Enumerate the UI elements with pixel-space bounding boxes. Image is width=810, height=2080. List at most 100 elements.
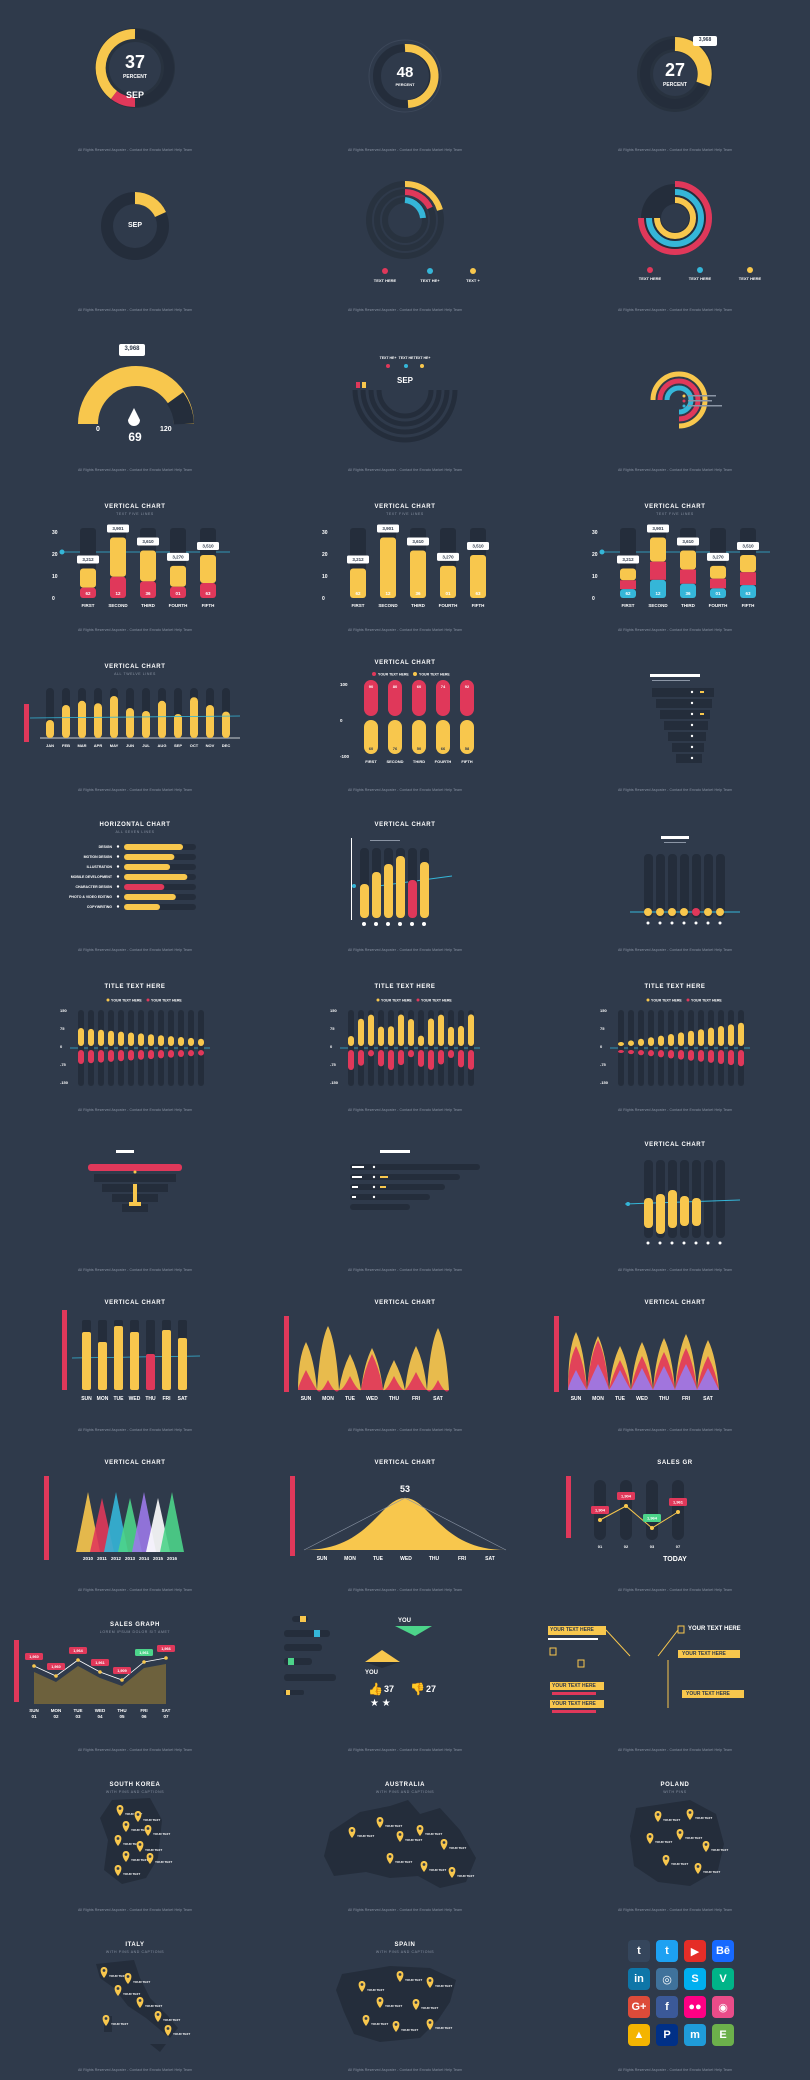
pin-caption: YOUR TEXT bbox=[163, 2018, 180, 2022]
area-series bbox=[568, 1340, 740, 1390]
today-label: TODAY bbox=[663, 1556, 687, 1563]
footer-note: All Rights Reserved Asposter - Contact t… bbox=[347, 148, 463, 152]
flickr-icon[interactable]: ●● bbox=[684, 1996, 706, 2018]
year-label: 2015 bbox=[153, 1556, 164, 1561]
row-dot bbox=[116, 845, 120, 848]
category-label: FOURTH bbox=[435, 759, 452, 764]
instagram-icon[interactable]: ◎ bbox=[656, 1968, 678, 1990]
thumbs-up-icon[interactable]: 👍 bbox=[368, 1682, 383, 1696]
youtube-icon[interactable]: ▶ bbox=[684, 1940, 706, 1962]
vine-icon[interactable]: V bbox=[712, 1968, 734, 1990]
dot-chart: All Rights Reserved Asposter - Contact t… bbox=[540, 800, 810, 960]
chart-title: VERTICAL CHART bbox=[374, 822, 436, 828]
y-tick-label: 150 bbox=[60, 1008, 67, 1013]
map-pin-hole bbox=[688, 1811, 692, 1814]
tumblr-icon[interactable]: t bbox=[628, 1940, 650, 1962]
row-label: ILLUSTRATION bbox=[87, 865, 113, 869]
monthly-chart: VERTICAL CHART ALL TWELVE LINES JAN FEB MA… bbox=[0, 640, 270, 800]
paypal-icon[interactable]: P bbox=[656, 2024, 678, 2046]
bar-track bbox=[458, 1010, 464, 1086]
x-label: 02 bbox=[624, 1544, 629, 1549]
bar bbox=[78, 700, 86, 738]
bar-positive bbox=[398, 1014, 404, 1046]
evernote-icon[interactable]: E bbox=[712, 2024, 734, 2046]
donut-chart-1: 37 PERCENT SEP All Rights Reserved Aspos… bbox=[0, 0, 270, 160]
value-badge-label: 3,270 bbox=[712, 554, 724, 559]
footer-note: All Rights Reserved Asposter - Contact t… bbox=[617, 468, 733, 472]
google-drive-icon[interactable]: ▲ bbox=[628, 2024, 650, 2046]
footer-note: All Rights Reserved Asposter - Contact t… bbox=[347, 788, 463, 792]
bar bbox=[124, 894, 176, 900]
legend-dot bbox=[106, 998, 110, 1002]
row-label: PHOTO & VIDEO EDITING bbox=[69, 895, 112, 899]
bar-segment bbox=[650, 579, 666, 598]
value-badge bbox=[669, 1498, 687, 1506]
map-pin-icon bbox=[376, 1997, 384, 2008]
bar bbox=[126, 708, 134, 738]
bar-track bbox=[158, 1010, 164, 1086]
month-label: APR bbox=[94, 743, 103, 748]
google-plus-icon[interactable]: G+ bbox=[628, 1996, 650, 2018]
legend-1: TEXT HERE bbox=[373, 278, 397, 283]
bar-positive bbox=[108, 1030, 114, 1046]
bar-positive bbox=[388, 1026, 394, 1046]
bar bbox=[410, 550, 426, 598]
map-pin-icon bbox=[412, 1999, 420, 2010]
behance-icon[interactable]: Bē bbox=[712, 1940, 734, 1962]
bar-positive bbox=[658, 1035, 664, 1046]
bar-track bbox=[198, 1010, 204, 1086]
linkedin-icon[interactable]: in bbox=[628, 1968, 650, 1990]
bar-negative bbox=[658, 1050, 664, 1058]
bar-bottom-value: 58 bbox=[465, 746, 470, 751]
day-label: MON bbox=[51, 1708, 62, 1713]
chart-subtitle: TEXT FIVE LINES bbox=[116, 512, 154, 516]
gauge-chart: 3,968 0 120 69 All Rights Reserved Aspos… bbox=[0, 320, 270, 480]
chart-title: SALES GR bbox=[657, 1460, 693, 1466]
map-title: SPAIN bbox=[394, 1942, 416, 1948]
axis-bar bbox=[290, 1476, 295, 1556]
day-label: SUN bbox=[571, 1396, 582, 1402]
bar-positive bbox=[428, 1018, 434, 1046]
value-badge-label: 1,960 bbox=[51, 1665, 61, 1669]
bar-segment bbox=[170, 586, 186, 598]
pin-caption: YOUR TEXT bbox=[405, 1978, 422, 1982]
row-dot bbox=[116, 875, 120, 878]
donut-chart-3: 3,968 27 PERCENT All Rights Reserved Asp… bbox=[540, 0, 810, 160]
map-pin-icon bbox=[144, 1825, 152, 1836]
gauge-min: 0 bbox=[96, 426, 100, 433]
footer-note: All Rights Reserved Asposter - Contact t… bbox=[347, 1428, 463, 1432]
myspace-icon[interactable]: m bbox=[684, 2024, 706, 2046]
map-pin-hole bbox=[138, 1843, 142, 1846]
inner-value: 63 bbox=[205, 591, 211, 596]
facebook-icon[interactable]: f bbox=[656, 1996, 678, 2018]
half-arcs-chart: TEXT HE+ TEXT HE TEXT HE+ SEP All Rights… bbox=[270, 320, 540, 480]
twitter-icon[interactable]: t bbox=[656, 1940, 678, 1962]
skype-icon[interactable]: S bbox=[684, 1968, 706, 1990]
footer-note: All Rights Reserved Asposter - Contact t… bbox=[617, 308, 733, 312]
text-callouts: YOUR TEXT HERE YOUR TEXT HERE YOUR TEXT … bbox=[540, 1600, 810, 1760]
bar-track bbox=[78, 1010, 84, 1086]
thumbs-down-icon[interactable]: 👎 bbox=[410, 1682, 425, 1696]
bar-negative bbox=[428, 1050, 434, 1070]
map-pin-icon bbox=[136, 1841, 144, 1852]
map-pin-hole bbox=[118, 1807, 122, 1810]
bar-positive bbox=[138, 1033, 144, 1046]
bar-track bbox=[638, 1010, 644, 1086]
diverging-chart-1: TITLE TEXT HERE YOUR TEXT HERE YOUR TEXT … bbox=[0, 960, 270, 1120]
dribbble-icon[interactable]: ◉ bbox=[712, 1996, 734, 2018]
row-dot bbox=[116, 855, 120, 858]
y-tick-label: -150 bbox=[60, 1080, 69, 1085]
bar-negative bbox=[738, 1050, 744, 1067]
bar-negative bbox=[118, 1050, 124, 1062]
footer-note: All Rights Reserved Asposter - Contact t… bbox=[77, 1268, 193, 1272]
bar-negative bbox=[458, 1050, 464, 1068]
bar-positive bbox=[458, 1025, 464, 1046]
legend-label: YOUR TEXT HERE bbox=[378, 673, 409, 677]
value-badge-label: 1,904 bbox=[621, 1494, 632, 1499]
bar-positive bbox=[358, 1018, 364, 1046]
bar-positive bbox=[618, 1042, 624, 1046]
map-pin-hole bbox=[138, 1999, 142, 2002]
callout-5: YOUR TEXT HERE bbox=[686, 1691, 730, 1697]
y-tick-label: 10 bbox=[592, 574, 598, 580]
point bbox=[624, 1504, 628, 1508]
